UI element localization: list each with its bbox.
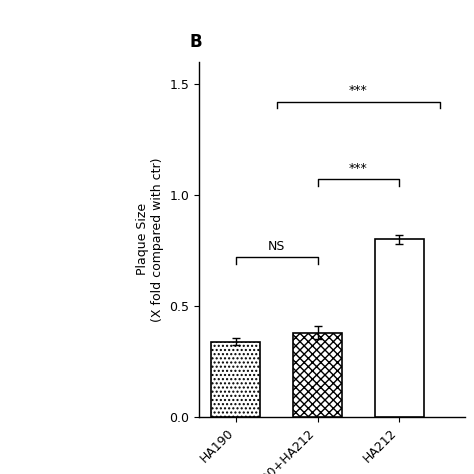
Y-axis label: Plaque Size
(X fold compared with ctr): Plaque Size (X fold compared with ctr)	[136, 157, 164, 322]
Bar	[374, 239, 424, 417]
Text: B: B	[190, 33, 202, 51]
Text: ***: ***	[349, 162, 368, 175]
Text: NS: NS	[268, 240, 285, 253]
Text: ***: ***	[349, 84, 368, 97]
Bar	[211, 342, 260, 417]
Bar	[293, 333, 342, 417]
